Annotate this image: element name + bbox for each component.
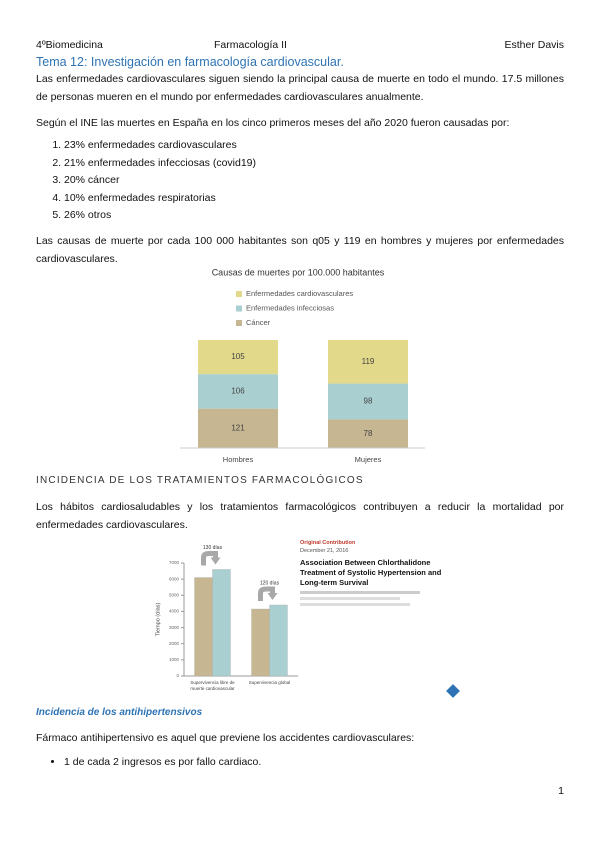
header-author: Esther Davis	[504, 39, 564, 51]
bar-segment	[328, 383, 408, 420]
y-tick-label: 0	[176, 673, 179, 678]
y-tick-label: 3000	[169, 625, 180, 630]
y-tick-label: 2000	[169, 641, 180, 646]
author-line	[300, 603, 410, 606]
bar	[212, 569, 231, 677]
subheading: Incidencia de los antihipertensivos	[36, 707, 203, 718]
x-tick-label: Supervivencia global	[249, 680, 291, 685]
label-line: Supervivencia global	[249, 680, 291, 685]
data-label: 78	[364, 429, 373, 438]
list-item: 23% enfermedades cardiovasculares	[64, 137, 592, 155]
chart-title: Causas de muertes por 100.000 habitantes	[212, 267, 385, 277]
page-number: 1	[558, 785, 564, 797]
data-label: 106	[231, 387, 245, 396]
list: 23% enfermedades cardiovasculares 21% en…	[36, 137, 592, 225]
label-line: Supervivencia libre de	[190, 680, 235, 685]
legend-label: Enfermedades infecciosas	[246, 303, 334, 312]
chart: 0 1000 2000 3000 4000 5000 6000 7000 Tiempo (día…	[155, 545, 381, 691]
bar-segment	[198, 340, 278, 375]
bar-segment	[198, 374, 278, 409]
x-tick-label: Mujeres	[355, 455, 382, 464]
annotation: 120 días	[260, 580, 280, 586]
y-tick-label: 7000	[169, 560, 180, 565]
y-tick-label: 6000	[169, 576, 180, 581]
paragraph: Los hábitos cardiosaludables y los trata…	[36, 501, 564, 531]
bar	[194, 577, 213, 677]
author-line	[300, 591, 420, 594]
paragraph: Según el INE las muertes en España en lo…	[36, 117, 510, 129]
list-item: 10% enfermedades respiratorias	[64, 190, 592, 208]
paragraph: Las enfermedades cardiovasculares siguen…	[36, 73, 564, 103]
bullet-list: 1 de cada 2 ingresos es por fallo cardia…	[36, 754, 592, 772]
arrow	[201, 550, 218, 566]
list-item: 20% cáncer	[64, 172, 592, 190]
paragraph: Fármaco antihipertensivo es aquel que pr…	[36, 732, 415, 744]
x-tick-label: Supervivencia libre de muerte cardiovascu…	[190, 680, 235, 691]
legend-swatch	[236, 291, 242, 297]
arrow	[258, 586, 275, 601]
arrow-head	[267, 592, 278, 600]
list-item: 26% otros	[64, 207, 592, 225]
bar-segment	[198, 408, 278, 448]
section-heading: INCIDENCIA DE LOS TRATAMIENTOS FARMACOLÓ…	[36, 475, 364, 486]
data-label: 98	[364, 397, 373, 406]
journal-logo	[446, 684, 460, 698]
paper-type: Original Contribution	[300, 540, 356, 546]
legend-label: Enfermedades cardiovasculares	[246, 289, 353, 298]
chart: Causas de muertes por 100.000 habitantes…	[180, 267, 425, 464]
author-line	[300, 597, 400, 600]
title: Tema 12: Investigación en farmacología c…	[36, 55, 344, 69]
bar	[251, 608, 270, 677]
arrow-head	[210, 557, 221, 565]
label-line: muerte cardiovascular	[190, 686, 235, 691]
bar-segment	[328, 419, 408, 448]
header-course: 4ºBiomedicina	[36, 39, 103, 51]
header-subject: Farmacología II	[214, 39, 287, 51]
paper-date: December 21, 2016	[300, 548, 349, 554]
legend-swatch	[236, 320, 242, 326]
y-axis-label: Tiempo (días)	[155, 602, 161, 636]
paragraph: Las causas de muerte por cada 100 000 ha…	[36, 235, 564, 265]
legend-swatch	[236, 305, 242, 312]
paper-card: Original Contribution December 21, 2016 …	[300, 535, 462, 700]
bar-segment	[328, 340, 408, 384]
y-tick-label: 4000	[169, 609, 180, 614]
x-tick-label: Hombres	[223, 455, 254, 464]
list-item: 21% enfermedades infecciosas (covid19)	[64, 155, 592, 173]
y-tick-label: 5000	[169, 592, 180, 597]
data-label: 119	[362, 357, 375, 366]
bar	[269, 604, 288, 677]
bullet-item: 1 de cada 2 ingresos es por fallo cardia…	[64, 754, 592, 772]
y-tick-label: 1000	[169, 657, 180, 662]
legend-label: Cáncer	[246, 318, 271, 327]
paper-title: Association Between Chlorthalidone Treat…	[300, 558, 442, 587]
annotation: 130 días	[203, 545, 223, 551]
data-label: 105	[231, 352, 245, 361]
data-label: 121	[231, 423, 245, 432]
